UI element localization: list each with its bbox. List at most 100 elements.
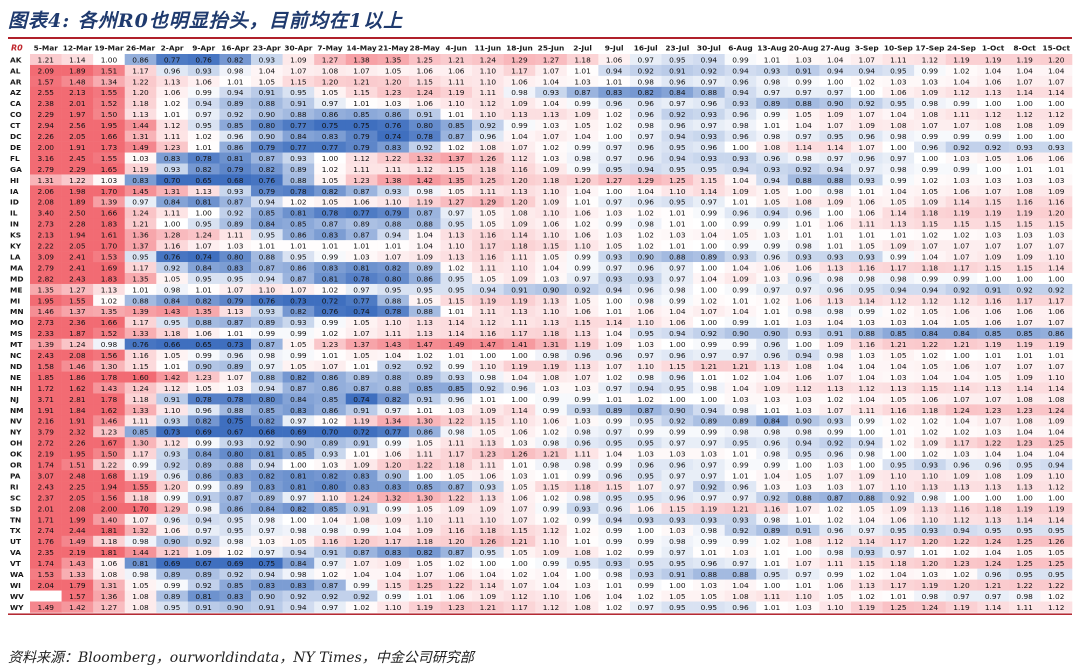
cell-value: 1.17 <box>448 450 465 459</box>
heatmap-cell <box>787 130 820 142</box>
cell-value: 1.00 <box>985 165 1002 174</box>
cell-value: 0.93 <box>164 417 181 426</box>
cell-value: 1.23 <box>195 373 212 382</box>
cell-value: 0.82 <box>195 165 211 174</box>
cell-value: 1.21 <box>543 450 560 459</box>
heatmap-cell <box>124 141 157 153</box>
cell-value: 0.96 <box>922 143 939 152</box>
cell-value: 1.12 <box>953 296 969 305</box>
heatmap-cell <box>408 262 441 274</box>
cell-value: 0.90 <box>669 406 686 415</box>
cell-value: 1.00 <box>574 570 591 579</box>
row-label-cell <box>8 97 30 109</box>
cell-value: 1.10 <box>480 66 497 75</box>
heatmap-cell <box>914 316 946 329</box>
cell-value: 1.01 <box>732 450 749 459</box>
heatmap-cell <box>693 283 725 296</box>
cell-value: 0.78 <box>227 395 244 404</box>
cell-value: 0.76 <box>322 307 339 316</box>
heatmap-cell <box>408 196 441 208</box>
heatmap-cell <box>472 294 504 307</box>
cell-value: 0.98 <box>543 461 560 470</box>
cell-value: 1.58 <box>38 362 55 371</box>
heatmap-cell <box>850 371 883 383</box>
heatmap-cell <box>377 327 410 339</box>
cell-value: 1.00 <box>1048 132 1065 141</box>
cell-value: 1.43 <box>101 384 118 393</box>
heatmap-cell <box>1008 86 1041 99</box>
heatmap-cell <box>156 349 189 361</box>
cell-value: 1.07 <box>511 515 528 524</box>
heatmap-cell <box>914 174 946 186</box>
cell-value: 0.92 <box>227 110 243 119</box>
cell-value: 1.18 <box>922 406 939 415</box>
heatmap-cell <box>61 240 94 252</box>
cell-value: 1.10 <box>922 471 939 480</box>
cell-value: 1.89 <box>69 66 86 75</box>
cell-value: 1.06 <box>574 209 591 218</box>
cell-value: 0.96 <box>669 461 686 470</box>
cell-value: 1.03 <box>795 318 812 327</box>
cell-value: 0.88 <box>259 252 276 261</box>
heatmap-cell <box>251 174 283 186</box>
cell-value: 1.07 <box>511 143 528 152</box>
cell-value: 0.86 <box>195 471 212 480</box>
heatmap-cell <box>282 327 315 339</box>
cell-value: 0.95 <box>290 252 307 261</box>
cell-value: 0.86 <box>322 384 339 393</box>
cell-value: 2.50 <box>69 209 86 218</box>
row-label: VA <box>10 548 21 557</box>
cell-value: 0.87 <box>448 482 465 491</box>
heatmap-cell <box>724 174 757 186</box>
heatmap-cell <box>345 207 378 219</box>
heatmap-cell <box>30 97 62 110</box>
cell-value: 1.04 <box>574 132 591 141</box>
cell-value: 1.21 <box>953 340 970 349</box>
cell-value: 1.23 <box>385 88 402 97</box>
cell-value: 1.12 <box>164 121 180 130</box>
cell-value: 1.27 <box>606 176 623 185</box>
cell-value: 0.98 <box>259 515 276 524</box>
heatmap-cell <box>30 196 62 208</box>
cell-value: 1.00 <box>511 395 528 404</box>
cell-value: 1.14 <box>890 209 907 218</box>
cell-value: 1.04 <box>543 99 560 108</box>
cell-value: 0.88 <box>732 570 749 579</box>
heatmap-cell <box>187 262 220 274</box>
heatmap-cell <box>977 130 1010 142</box>
cell-value: 1.71 <box>38 515 55 524</box>
cell-value: 0.88 <box>132 296 149 305</box>
cell-value: 1.05 <box>1016 548 1033 557</box>
cell-value: 0.93 <box>732 99 749 108</box>
cell-value: 1.12 <box>511 154 527 163</box>
heatmap-cell <box>251 240 283 252</box>
heatmap-cell <box>724 229 757 241</box>
heatmap-cell <box>661 305 694 318</box>
cell-value: 1.19 <box>953 209 970 218</box>
heatmap-cell <box>850 75 883 88</box>
cell-value: 2.08 <box>38 198 55 207</box>
cell-value: 1.08 <box>1016 395 1033 404</box>
heatmap-cell <box>756 273 789 285</box>
heatmap-cell <box>566 86 599 99</box>
heatmap-cell <box>882 218 915 230</box>
heatmap-cell <box>156 86 189 99</box>
cell-value: 1.05 <box>322 198 339 207</box>
heatmap-cell <box>156 119 189 131</box>
heatmap-cell <box>661 327 694 339</box>
cell-value: 0.93 <box>637 570 654 579</box>
cell-value: 0.98 <box>827 548 844 557</box>
cell-value: 1.04 <box>795 121 812 130</box>
cell-value: 0.99 <box>764 220 781 229</box>
heatmap-cell <box>819 54 852 66</box>
heatmap-cell <box>598 273 631 285</box>
heatmap-cell <box>345 218 378 230</box>
cell-value: 0.92 <box>764 493 780 502</box>
cell-value: 0.98 <box>227 66 244 75</box>
cell-value: 2.36 <box>69 318 86 327</box>
cell-value: 0.89 <box>606 406 623 415</box>
cell-value: 0.96 <box>985 461 1002 470</box>
heatmap-cell <box>61 174 94 186</box>
cell-value: 0.99 <box>385 504 402 513</box>
heatmap-cell <box>756 152 789 164</box>
